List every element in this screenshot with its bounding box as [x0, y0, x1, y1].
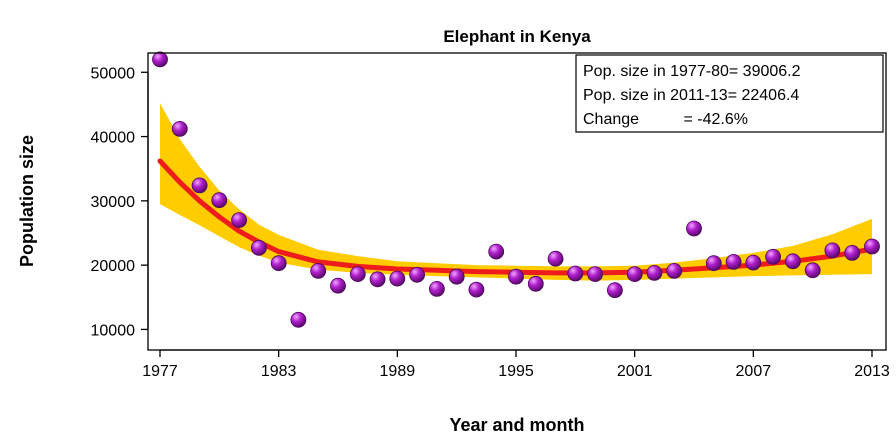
y-tick-label-10000: 10000	[91, 322, 136, 339]
data-point-1990	[409, 266, 426, 283]
data-point-1998	[567, 265, 584, 282]
legend-frame	[575, 54, 884, 133]
x-tick-label-1989: 1989	[380, 363, 416, 380]
data-point-1979	[191, 177, 208, 194]
data-point-1978	[171, 120, 188, 137]
data-point-1981	[231, 212, 248, 229]
data-point-1999	[587, 266, 603, 283]
y-tick-label-40000: 40000	[91, 130, 136, 147]
y-axis-title: Population size	[17, 135, 37, 267]
data-point-2008	[765, 248, 781, 265]
data-point-1986	[330, 277, 346, 294]
data-point-2004	[686, 220, 702, 237]
legend-line-change: Change = -42.6%	[583, 111, 748, 128]
x-axis: 1977 1983 1989 1995 2001 2007 2013	[142, 349, 890, 380]
data-point-1987	[349, 266, 366, 283]
data-point-2006	[725, 253, 742, 270]
legend-line-2011-13: Pop. size in 2011-13= 22406.4	[583, 87, 799, 104]
data-point-1994	[488, 243, 505, 260]
data-point-1988	[369, 271, 386, 288]
data-point-2002	[646, 264, 663, 281]
data-point-1992	[448, 268, 465, 285]
data-point-1983	[270, 255, 287, 272]
data-point-1993	[468, 281, 485, 298]
x-tick-label-2013: 2013	[854, 363, 890, 380]
x-tick-label-1977: 1977	[142, 363, 178, 380]
x-tick-label-2007: 2007	[736, 363, 772, 380]
x-axis-title: Year and month	[449, 415, 584, 435]
data-point-2012	[844, 244, 861, 261]
x-tick-label-1983: 1983	[261, 363, 297, 380]
legend-line-1977-80: Pop. size in 1977-80= 39006.2	[583, 63, 801, 80]
data-point-1989	[389, 270, 406, 287]
data-point-1991	[428, 280, 445, 297]
chart-title: Elephant in Kenya	[443, 27, 591, 46]
data-point-2010	[804, 262, 821, 279]
data-point-2003	[666, 262, 683, 279]
data-point-2011	[824, 242, 841, 259]
x-tick-label-2001: 2001	[617, 363, 653, 380]
data-point-1977	[152, 51, 168, 68]
data-point-2007	[745, 254, 762, 271]
legend-box: Pop. size in 1977-80= 39006.2 Pop. size …	[575, 54, 884, 133]
data-point-2001	[626, 266, 643, 283]
data-point-2009	[785, 253, 801, 270]
data-point-1996	[527, 275, 544, 292]
data-point-1984	[290, 311, 307, 328]
data-point-1997	[547, 250, 564, 267]
data-point-1982	[250, 239, 267, 256]
data-point-2013	[864, 238, 880, 255]
y-tick-label-50000: 50000	[91, 65, 136, 82]
x-tick-label-1995: 1995	[498, 363, 534, 380]
data-point-2005	[705, 255, 722, 272]
data-points-layer	[152, 51, 880, 328]
y-tick-label-20000: 20000	[91, 258, 136, 275]
confidence-band-layer	[160, 103, 872, 281]
confidence-band	[160, 103, 872, 281]
data-point-1985	[310, 262, 327, 279]
y-axis: 10000 20000 30000 40000 50000	[91, 65, 149, 339]
y-tick-label-30000: 30000	[91, 194, 136, 211]
data-point-2000	[607, 282, 623, 299]
data-point-1995	[508, 268, 524, 285]
data-point-1980	[211, 192, 228, 209]
